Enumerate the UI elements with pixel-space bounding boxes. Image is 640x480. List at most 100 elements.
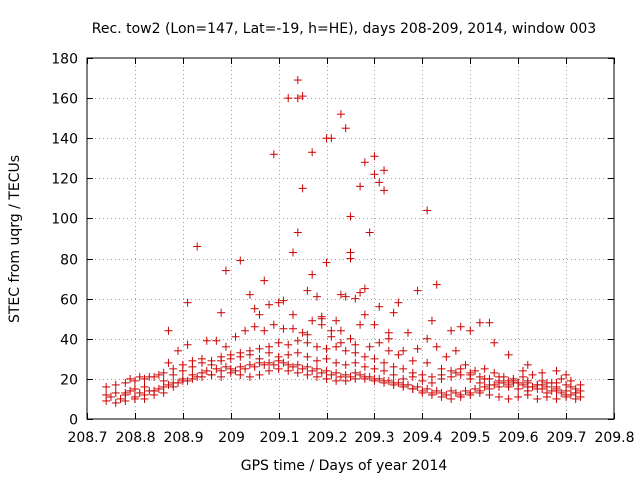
x-tick-label: 209.3 xyxy=(354,430,394,446)
data-point xyxy=(437,374,446,383)
data-point xyxy=(336,110,345,119)
data-point xyxy=(451,368,460,377)
data-point xyxy=(538,380,547,389)
data-point xyxy=(154,370,163,379)
data-point xyxy=(121,396,130,405)
data-point xyxy=(317,368,326,377)
data-point xyxy=(336,372,345,381)
data-point xyxy=(293,94,302,103)
data-point xyxy=(360,158,369,167)
data-point xyxy=(293,348,302,357)
data-point xyxy=(312,292,321,301)
data-point xyxy=(265,358,274,367)
data-point xyxy=(437,364,446,373)
data-point xyxy=(269,320,278,329)
data-point xyxy=(308,366,317,375)
data-point xyxy=(293,228,302,237)
y-tick-label: 160 xyxy=(51,92,78,108)
data-point xyxy=(154,384,163,393)
data-point xyxy=(202,336,211,345)
data-point xyxy=(533,394,542,403)
data-point xyxy=(255,354,264,363)
data-point xyxy=(427,390,436,399)
data-point xyxy=(169,378,178,387)
data-point xyxy=(250,322,259,331)
data-point xyxy=(126,374,135,383)
x-tick-label: 209.4 xyxy=(402,430,442,446)
data-point xyxy=(432,386,441,395)
data-point xyxy=(485,380,494,389)
data-point xyxy=(221,266,230,275)
data-point xyxy=(456,370,465,379)
y-tick-label: 0 xyxy=(69,413,78,429)
data-point xyxy=(336,326,345,335)
data-point xyxy=(245,350,254,359)
x-tick-label: 209.8 xyxy=(594,430,634,446)
data-point xyxy=(207,360,216,369)
data-point xyxy=(447,394,456,403)
data-point xyxy=(518,366,527,375)
data-point xyxy=(135,388,144,397)
data-point xyxy=(552,394,561,403)
data-point xyxy=(332,368,341,377)
y-tick-label: 60 xyxy=(60,293,78,309)
data-point xyxy=(557,374,566,383)
data-point xyxy=(562,390,571,399)
data-point xyxy=(178,376,187,385)
x-tick-label: 208.9 xyxy=(163,430,203,446)
data-point xyxy=(427,378,436,387)
data-point xyxy=(360,362,369,371)
data-point xyxy=(384,346,393,355)
data-point xyxy=(322,366,331,375)
data-point xyxy=(140,374,149,383)
data-point xyxy=(279,324,288,333)
data-point xyxy=(327,326,336,335)
data-point xyxy=(514,392,523,401)
data-point xyxy=(341,124,350,133)
data-point xyxy=(480,374,489,383)
data-point xyxy=(207,370,216,379)
data-point xyxy=(274,364,283,373)
data-point xyxy=(159,368,168,377)
y-tick-label: 100 xyxy=(51,212,78,228)
data-point xyxy=(380,186,389,195)
data-point xyxy=(298,184,307,193)
data-point xyxy=(442,390,451,399)
data-point xyxy=(504,382,513,391)
data-point xyxy=(212,336,221,345)
data-point xyxy=(274,298,283,307)
data-point xyxy=(265,366,274,375)
data-point xyxy=(332,316,341,325)
data-point xyxy=(298,364,307,373)
data-point xyxy=(269,360,278,369)
data-point xyxy=(217,372,226,381)
data-point xyxy=(106,392,115,401)
data-point xyxy=(456,322,465,331)
data-point xyxy=(542,388,551,397)
data-point xyxy=(408,356,417,365)
data-point xyxy=(403,328,412,337)
data-point xyxy=(217,356,226,365)
data-point xyxy=(279,296,288,305)
data-point xyxy=(557,388,566,397)
data-point xyxy=(121,388,130,397)
data-point xyxy=(346,334,355,343)
data-point xyxy=(293,336,302,345)
data-point xyxy=(375,302,384,311)
data-point xyxy=(346,254,355,263)
data-point xyxy=(193,242,202,251)
data-point xyxy=(336,338,345,347)
data-point xyxy=(562,370,571,379)
x-tick-label: 209 xyxy=(218,430,245,446)
data-point xyxy=(447,326,456,335)
data-point xyxy=(226,368,235,377)
data-point xyxy=(284,94,293,103)
data-point xyxy=(380,376,389,385)
x-tick-label: 209.2 xyxy=(307,430,347,446)
x-tick-label: 209.5 xyxy=(450,430,490,446)
data-point xyxy=(284,340,293,349)
data-point xyxy=(164,380,173,389)
data-point xyxy=(370,320,379,329)
data-point xyxy=(518,380,527,389)
data-point xyxy=(159,376,168,385)
